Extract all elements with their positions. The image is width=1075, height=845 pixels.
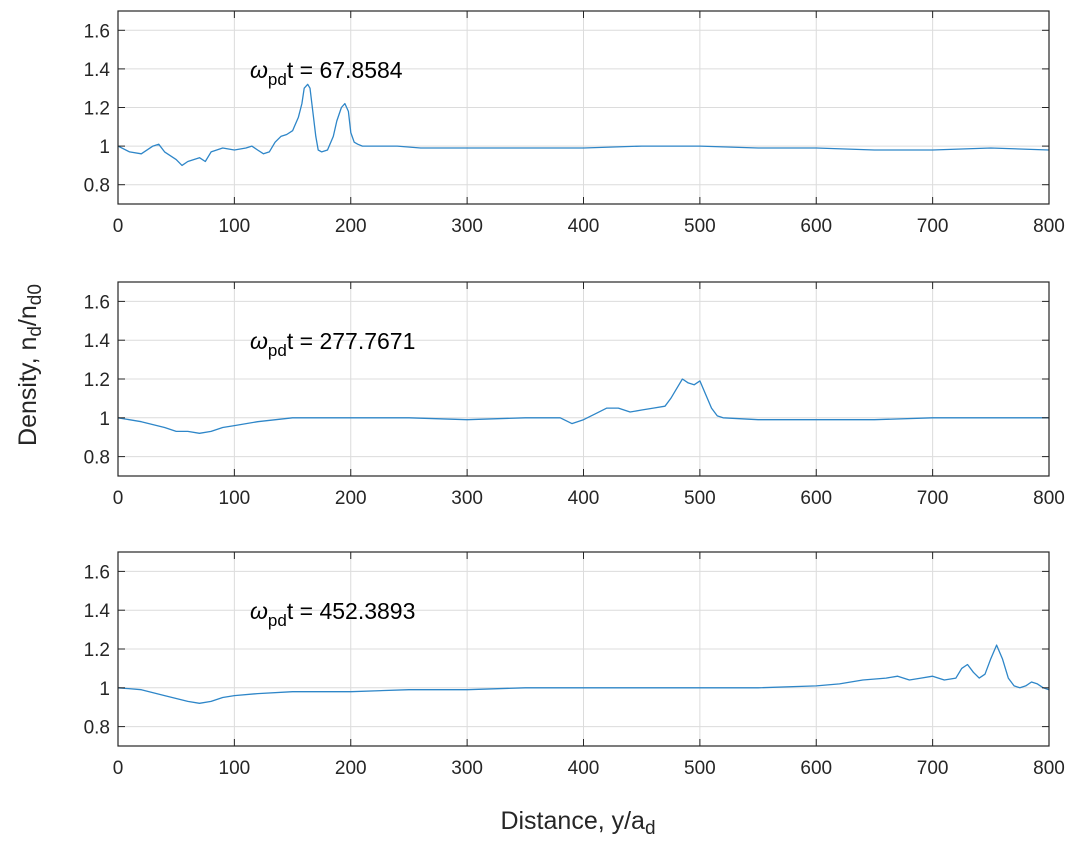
x-tick-label: 100 bbox=[219, 758, 251, 779]
y-tick-label: 1.6 bbox=[84, 562, 110, 583]
x-tick-label: 200 bbox=[335, 216, 367, 237]
y-tick-label: 0.8 bbox=[84, 718, 110, 739]
x-tick-label: 800 bbox=[1033, 758, 1065, 779]
y-tick-label: 1.2 bbox=[84, 370, 110, 391]
x-tick-label: 400 bbox=[568, 216, 600, 237]
x-tick-label: 0 bbox=[113, 488, 124, 509]
subplot-2: 0 100 200 300 400 500 600 700 8000.811.21.41.6ωp… bbox=[84, 282, 1065, 509]
x-tick-label: 600 bbox=[800, 758, 832, 779]
x-tick-label: 100 bbox=[219, 216, 251, 237]
x-tick-label: 300 bbox=[451, 758, 483, 779]
x-tick-label: 500 bbox=[684, 216, 716, 237]
y-tick-label: 1 bbox=[99, 137, 110, 158]
y-tick-label: 1 bbox=[99, 409, 110, 430]
x-tick-label: 200 bbox=[335, 758, 367, 779]
x-tick-label: 400 bbox=[568, 758, 600, 779]
x-tick-label: 800 bbox=[1033, 216, 1065, 237]
x-tick-label: 800 bbox=[1033, 488, 1065, 509]
x-tick-label: 0 bbox=[113, 216, 124, 237]
x-tick-label: 500 bbox=[684, 488, 716, 509]
x-tick-label: 200 bbox=[335, 488, 367, 509]
y-tick-label: 1.4 bbox=[84, 331, 111, 352]
x-tick-label: 700 bbox=[917, 216, 949, 237]
y-axis-label: Density, nd/nd0 bbox=[14, 284, 46, 446]
y-tick-label: 1.6 bbox=[84, 21, 110, 42]
y-tick-label: 1.4 bbox=[84, 60, 111, 81]
y-tick-label: 0.8 bbox=[84, 176, 110, 197]
y-tick-label: 0.8 bbox=[84, 448, 110, 469]
subplot-3: 0 100 200 300 400 500 600 700 8000.811.21.41.6ωp… bbox=[84, 552, 1065, 779]
x-tick-label: 300 bbox=[451, 216, 483, 237]
x-tick-label: 700 bbox=[917, 488, 949, 509]
y-tick-label: 1.2 bbox=[84, 640, 110, 661]
subplot-1: 0 100 200 300 400 500 600 700 8000.811.21.41.6ωp… bbox=[84, 11, 1065, 237]
x-tick-label: 700 bbox=[917, 758, 949, 779]
x-tick-label: 600 bbox=[800, 488, 832, 509]
x-tick-label: 100 bbox=[219, 488, 251, 509]
x-tick-label: 600 bbox=[800, 216, 832, 237]
y-tick-label: 1.6 bbox=[84, 292, 110, 313]
x-tick-label: 0 bbox=[113, 758, 124, 779]
y-tick-label: 1.2 bbox=[84, 99, 110, 120]
x-axis-label: Distance, y/ad bbox=[500, 807, 655, 839]
y-tick-label: 1.4 bbox=[84, 601, 111, 622]
x-tick-label: 400 bbox=[568, 488, 600, 509]
x-tick-label: 300 bbox=[451, 488, 483, 509]
x-tick-label: 500 bbox=[684, 758, 716, 779]
y-tick-label: 1 bbox=[99, 679, 110, 700]
